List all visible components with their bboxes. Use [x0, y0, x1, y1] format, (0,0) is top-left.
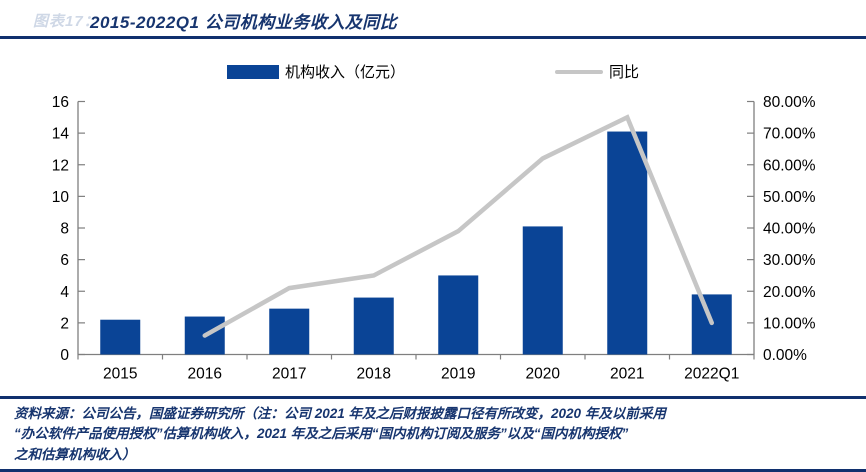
- svg-text:30.00%: 30.00%: [763, 252, 816, 269]
- svg-text:14: 14: [52, 126, 70, 143]
- svg-text:10: 10: [52, 189, 70, 206]
- svg-text:2022Q1: 2022Q1: [684, 366, 739, 383]
- svg-text:2018: 2018: [357, 366, 391, 383]
- svg-text:70.00%: 70.00%: [763, 126, 816, 143]
- svg-text:10.00%: 10.00%: [763, 315, 816, 332]
- source-note-line: “办公软件产品使用授权”估算机构收入，2021 年及之后采用“国内机构订阅及服务…: [14, 426, 629, 442]
- bar-swatch-icon: [226, 64, 279, 79]
- figure-number-label: 图表17：: [33, 13, 100, 30]
- svg-text:40.00%: 40.00%: [763, 221, 816, 238]
- svg-text:80.00%: 80.00%: [763, 94, 816, 111]
- svg-text:60.00%: 60.00%: [763, 157, 816, 174]
- legend-item-revenue: 机构收入（亿元）: [226, 61, 405, 82]
- source-note-line: 资料来源：公司公告，国盛证券研究所（注：公司 2021 年及之后财报披露口径有所…: [14, 406, 666, 421]
- svg-text:0.00%: 0.00%: [763, 347, 807, 364]
- title-divider: [0, 36, 866, 39]
- page-title: 2015-2022Q1 公司机构业务收入及同比: [90, 13, 398, 32]
- svg-text:2020: 2020: [526, 366, 561, 383]
- svg-text:20.00%: 20.00%: [763, 284, 816, 301]
- source-note-line: 之和估算机构收入）: [14, 446, 136, 462]
- legend-item-yoy: 同比: [555, 61, 639, 82]
- line-swatch-icon: [555, 69, 603, 74]
- svg-text:2: 2: [60, 315, 69, 332]
- title-row: 图表17： 2015-2022Q1 公司机构业务收入及同比: [0, 6, 866, 34]
- svg-text:50.00%: 50.00%: [763, 189, 816, 206]
- legend-label-yoy: 同比: [609, 64, 640, 81]
- svg-text:12: 12: [52, 157, 69, 174]
- svg-text:6: 6: [60, 252, 69, 269]
- svg-text:2017: 2017: [272, 366, 306, 383]
- svg-text:0: 0: [60, 347, 69, 364]
- svg-text:2021: 2021: [610, 366, 644, 383]
- svg-text:2015: 2015: [103, 366, 137, 383]
- svg-text:4: 4: [60, 284, 69, 301]
- svg-text:2016: 2016: [188, 366, 222, 383]
- legend-label-revenue: 机构收入（亿元）: [284, 64, 405, 81]
- svg-text:16: 16: [52, 94, 69, 111]
- chart-legend: 机构收入（亿元） 同比: [0, 61, 866, 82]
- svg-text:8: 8: [60, 221, 69, 238]
- bar-line-chart: 0 2 4 6 8 10 12 14 16 0.00% 10.00% 20.00% 30.00% 40.0…: [0, 90, 866, 392]
- svg-text:2019: 2019: [441, 366, 475, 383]
- source-note: 资料来源：公司公告，国盛证券研究所（注：公司 2021 年及之后财报披露口径有所…: [0, 396, 866, 472]
